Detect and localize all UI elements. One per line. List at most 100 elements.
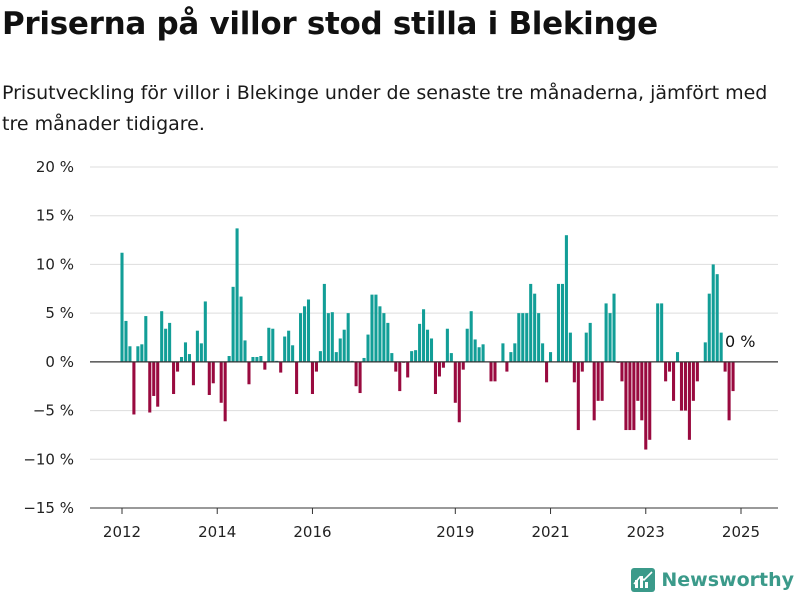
bar — [453, 361, 457, 403]
bar — [691, 361, 695, 401]
bar — [183, 342, 188, 362]
bar — [668, 361, 672, 372]
x-tick-label: 2019 — [436, 523, 474, 541]
bar — [636, 361, 640, 401]
bar — [271, 328, 275, 362]
bar — [310, 361, 314, 395]
bar — [239, 296, 243, 362]
bar — [176, 361, 180, 372]
y-tick-label: 0 % — [45, 353, 74, 371]
bar — [342, 329, 346, 362]
bar — [231, 286, 235, 362]
bar — [414, 350, 418, 362]
bar — [632, 361, 636, 431]
bar — [707, 293, 711, 362]
bar — [525, 313, 529, 362]
bar — [318, 351, 322, 362]
bar — [382, 313, 386, 362]
bar — [124, 320, 128, 362]
bar — [187, 354, 191, 362]
bar — [132, 361, 136, 415]
bar — [505, 361, 509, 372]
latest-value-label: 0 % — [725, 332, 755, 351]
bar — [429, 338, 434, 362]
bar — [374, 294, 378, 362]
bar — [628, 361, 632, 431]
bar — [354, 361, 358, 387]
bar — [572, 361, 576, 383]
bar — [580, 361, 584, 372]
bar — [433, 361, 437, 395]
bar — [330, 312, 334, 362]
bar — [672, 361, 676, 401]
bar — [461, 361, 465, 370]
bar — [556, 283, 561, 362]
y-tick-label: −5 % — [33, 402, 74, 420]
bar — [199, 343, 203, 362]
x-tick-label: 2016 — [293, 523, 331, 541]
bar — [366, 334, 370, 362]
bar — [144, 316, 148, 362]
bar — [207, 361, 211, 395]
bar — [394, 361, 398, 372]
bar — [390, 353, 394, 362]
bar — [612, 293, 616, 362]
bar — [711, 264, 715, 362]
x-tick-label: 2014 — [198, 523, 236, 541]
bar — [164, 328, 168, 362]
bar — [263, 361, 267, 370]
bar — [152, 361, 156, 396]
bar — [549, 352, 553, 362]
bar — [533, 293, 537, 362]
bar — [545, 361, 549, 383]
bar — [386, 322, 390, 362]
bar — [513, 343, 517, 362]
bar — [334, 352, 338, 362]
bar — [473, 339, 477, 362]
bars — [120, 228, 735, 450]
bar — [156, 361, 160, 407]
chart-subtitle: Prisutveckling för villor i Blekinge und… — [2, 82, 768, 135]
brand-name: Newsworthy — [661, 569, 794, 591]
bar — [727, 361, 731, 421]
bar — [695, 361, 699, 382]
y-tick-label: 15 % — [36, 207, 74, 225]
bar — [358, 361, 362, 394]
bar — [592, 361, 596, 421]
bar — [140, 344, 144, 362]
bar — [600, 361, 604, 401]
bar — [267, 327, 271, 362]
y-tick-label: 5 % — [45, 304, 74, 322]
bar — [287, 330, 291, 362]
bar — [191, 361, 195, 386]
newsworthy-brand: Newsworthy — [631, 566, 794, 594]
bar — [259, 356, 263, 362]
bar — [227, 356, 231, 362]
bar — [568, 332, 572, 362]
bar — [302, 306, 307, 362]
bar — [608, 313, 612, 362]
bar — [378, 306, 382, 362]
y-tick-label: 10 % — [36, 255, 74, 273]
bar — [251, 356, 255, 362]
bar — [509, 352, 513, 362]
bar — [445, 328, 449, 362]
bar — [441, 361, 445, 368]
bar — [664, 361, 668, 382]
bar — [195, 330, 199, 362]
bar — [529, 283, 533, 362]
bar — [295, 361, 299, 395]
bar — [687, 361, 691, 440]
bar — [410, 351, 414, 362]
bar — [596, 361, 600, 401]
x-axis-ticks: 2012 2014 2016 2019 2021 2023 2025 — [103, 508, 760, 541]
bar — [179, 356, 184, 362]
bar — [719, 332, 723, 362]
x-tick-label: 2025 — [722, 523, 760, 541]
bar — [283, 336, 287, 362]
bar — [703, 342, 707, 362]
bar — [306, 299, 311, 362]
bar — [537, 313, 541, 362]
bar — [564, 235, 568, 362]
bar — [160, 311, 164, 362]
